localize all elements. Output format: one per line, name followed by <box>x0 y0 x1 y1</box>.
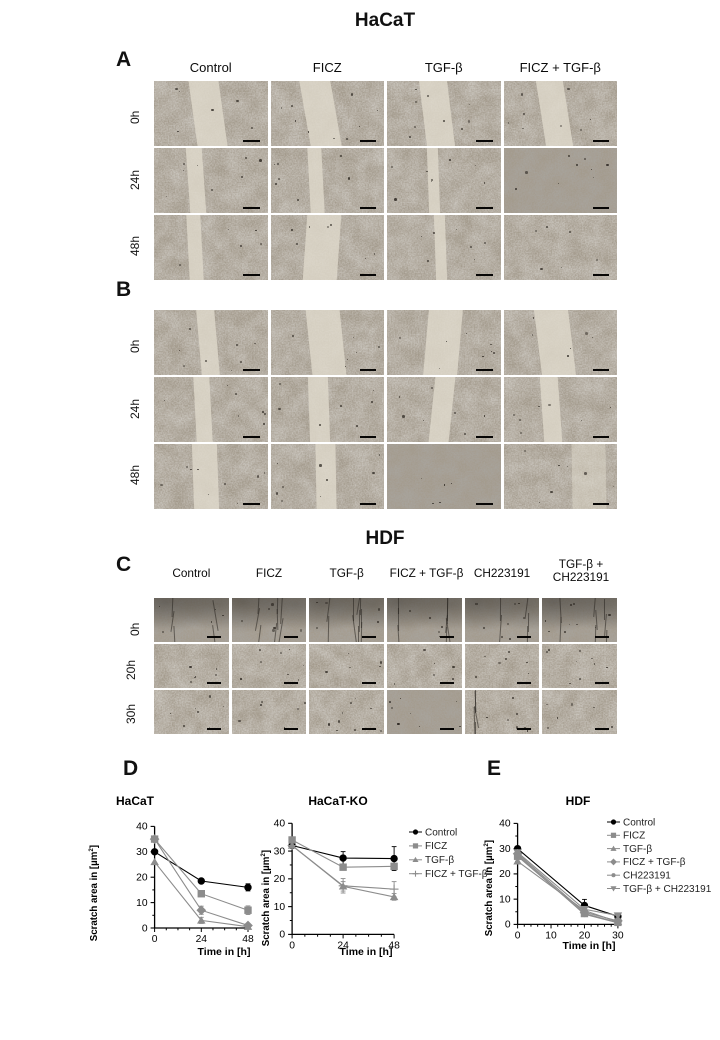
svg-text:48: 48 <box>242 934 254 945</box>
svg-text:0: 0 <box>279 930 285 941</box>
svg-text:30: 30 <box>499 844 511 855</box>
svg-text:Control: Control <box>623 817 655 828</box>
svg-text:30: 30 <box>274 846 286 857</box>
svg-text:0: 0 <box>515 930 521 941</box>
svg-text:FICZ: FICZ <box>623 831 645 842</box>
svg-text:24: 24 <box>196 934 208 945</box>
svg-text:40: 40 <box>136 822 148 833</box>
svg-text:20: 20 <box>136 873 148 884</box>
svg-text:TGF-β: TGF-β <box>425 855 454 866</box>
svg-text:0: 0 <box>142 923 148 934</box>
svg-text:10: 10 <box>274 902 286 913</box>
svg-text:TGF-β: TGF-β <box>623 844 652 855</box>
svg-text:0: 0 <box>152 934 158 945</box>
svg-text:CH223191: CH223191 <box>623 871 671 882</box>
svg-text:Control: Control <box>425 827 457 838</box>
svg-text:30: 30 <box>136 847 148 858</box>
svg-text:TGF-β + CH223191: TGF-β + CH223191 <box>623 884 712 895</box>
svg-text:0: 0 <box>289 940 295 951</box>
svg-text:FICZ: FICZ <box>425 841 447 852</box>
svg-text:40: 40 <box>499 819 511 830</box>
svg-text:20: 20 <box>499 869 511 880</box>
svg-text:40: 40 <box>274 819 286 830</box>
svg-text:10: 10 <box>499 894 511 905</box>
svg-text:0: 0 <box>505 920 511 931</box>
svg-text:FICZ + TGF-β: FICZ + TGF-β <box>425 869 488 880</box>
svg-text:FICZ + TGF-β: FICZ + TGF-β <box>623 857 686 868</box>
svg-text:20: 20 <box>274 874 286 885</box>
svg-text:10: 10 <box>136 898 148 909</box>
